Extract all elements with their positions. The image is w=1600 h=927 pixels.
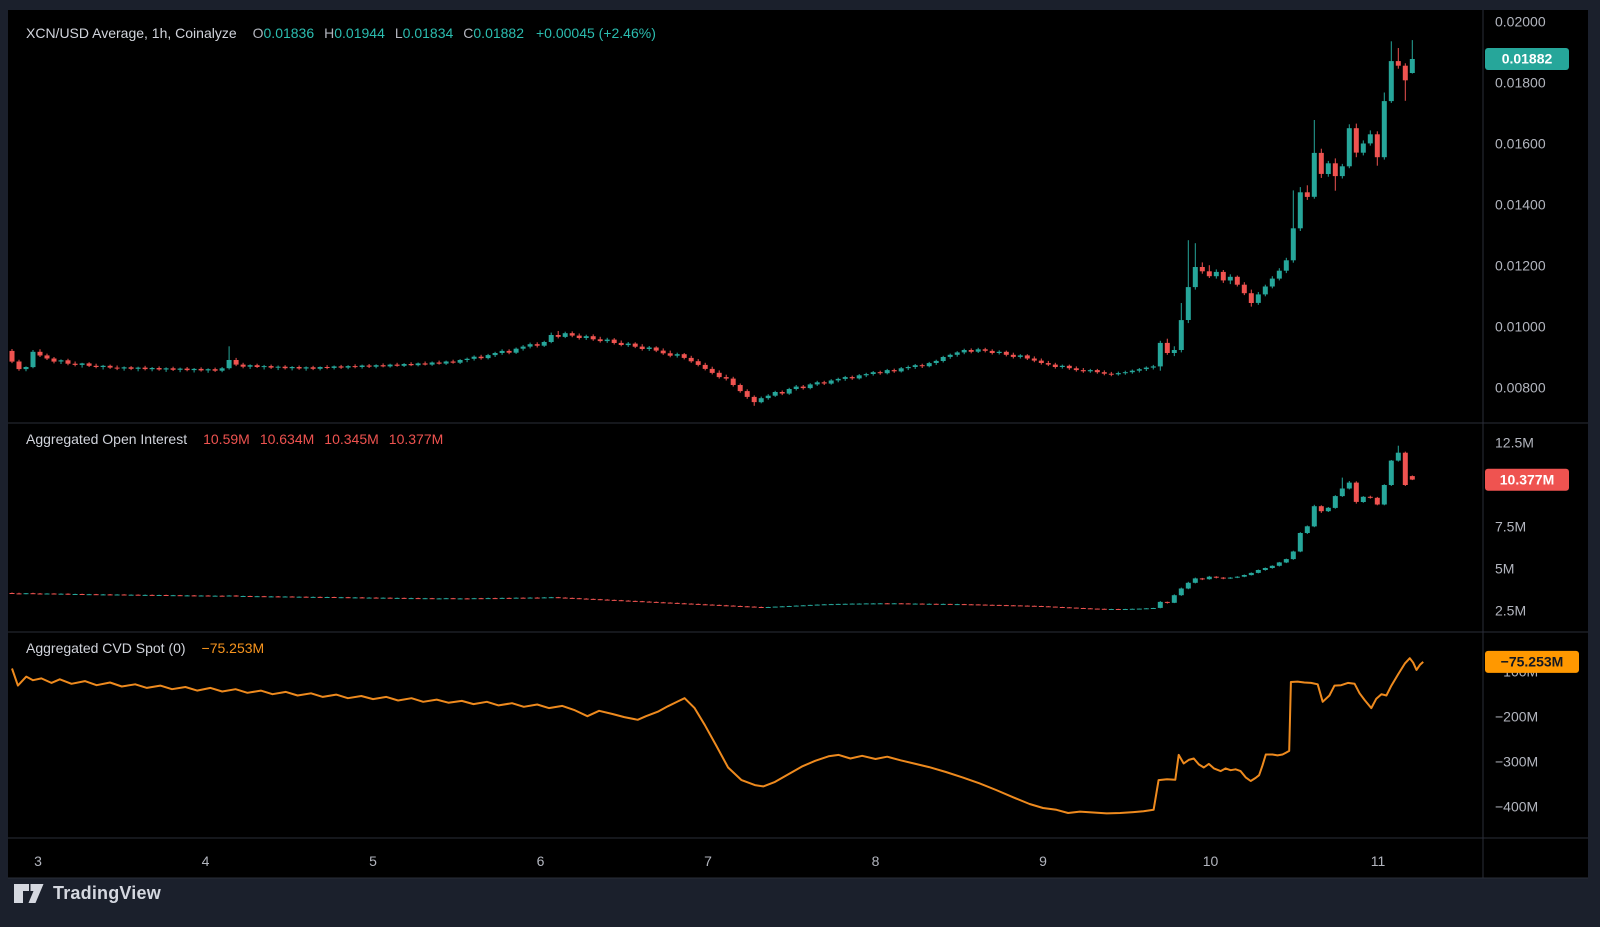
tradingview-logo-icon bbox=[14, 884, 44, 903]
svg-text:0.00800: 0.00800 bbox=[1495, 380, 1546, 396]
svg-text:0.01000: 0.01000 bbox=[1495, 319, 1546, 335]
price-candles[interactable] bbox=[9, 40, 1415, 406]
svg-text:−300M: −300M bbox=[1495, 754, 1538, 770]
svg-text:0.02000: 0.02000 bbox=[1495, 14, 1546, 30]
svg-text:0.01882: 0.01882 bbox=[1502, 51, 1553, 67]
symbol-title[interactable]: XCN/USD Average, 1h, Coinalyze bbox=[26, 25, 237, 41]
ohlc-close: C 0.01882 bbox=[463, 25, 524, 41]
svg-text:0.01400: 0.01400 bbox=[1495, 197, 1546, 213]
time-axis-labels[interactable]: 3 4 5 6 7 8 9 10 11 bbox=[34, 853, 1385, 869]
svg-text:6: 6 bbox=[537, 853, 545, 869]
oi-low-value: 10.345M bbox=[324, 431, 379, 447]
svg-text:0.01800: 0.01800 bbox=[1495, 75, 1546, 91]
svg-text:0.01600: 0.01600 bbox=[1495, 136, 1546, 152]
open-interest-title[interactable]: Aggregated Open Interest bbox=[26, 431, 188, 447]
svg-text:5M: 5M bbox=[1495, 561, 1514, 577]
oi-high-value: 10.634M bbox=[259, 431, 315, 447]
cvd-legend: Aggregated CVD Spot (0) −75.253M bbox=[26, 639, 264, 657]
price-pane-legend: XCN/USD Average, 1h, Coinalyze O 0.01836 … bbox=[26, 24, 656, 42]
cvd-value: −75.253M bbox=[201, 640, 265, 656]
open-interest-candles[interactable] bbox=[9, 445, 1415, 610]
cvd-line[interactable] bbox=[11, 657, 1424, 815]
ohlc-open: O 0.01836 bbox=[252, 25, 315, 41]
svg-text:0.01200: 0.01200 bbox=[1495, 258, 1546, 274]
oi-close-value: 10.377M bbox=[388, 431, 444, 447]
ohlc-high: H 0.01944 bbox=[324, 25, 385, 41]
svg-text:7.5M: 7.5M bbox=[1495, 519, 1526, 535]
ohlc-low: L 0.01834 bbox=[394, 25, 454, 41]
chart-background bbox=[8, 10, 1588, 878]
price-change: +0.00045 (+2.46%) bbox=[536, 25, 656, 41]
svg-text:7: 7 bbox=[704, 853, 712, 869]
svg-text:−75.253M: −75.253M bbox=[1501, 654, 1564, 670]
tradingview-attribution[interactable]: TradingView bbox=[14, 883, 161, 904]
last-price-badge: 0.01882 bbox=[1485, 48, 1569, 70]
last-cvd-badge: −75.253M bbox=[1485, 650, 1579, 673]
svg-text:−400M: −400M bbox=[1495, 799, 1538, 815]
oi-open-value: 10.59M bbox=[203, 431, 250, 447]
svg-text:8: 8 bbox=[872, 853, 880, 869]
svg-text:10: 10 bbox=[1203, 853, 1219, 869]
svg-text:4: 4 bbox=[202, 853, 210, 869]
cvd-title[interactable]: Aggregated CVD Spot (0) bbox=[26, 640, 186, 656]
svg-text:11: 11 bbox=[1371, 853, 1386, 869]
svg-text:10.377M: 10.377M bbox=[1500, 471, 1554, 487]
svg-text:2.5M: 2.5M bbox=[1495, 603, 1526, 619]
svg-text:5: 5 bbox=[369, 853, 377, 869]
tradingview-logo-text: TradingView bbox=[53, 883, 161, 903]
last-open-interest-badge: 10.377M bbox=[1485, 468, 1569, 491]
svg-text:3: 3 bbox=[34, 853, 42, 869]
open-interest-legend: Aggregated Open Interest 10.59M 10.634M … bbox=[26, 430, 443, 448]
y-axis-labels-pane1[interactable]: 0.02000 0.01800 0.01600 0.01400 0.01200 0.010… bbox=[1495, 14, 1546, 396]
svg-text:12.5M: 12.5M bbox=[1495, 435, 1534, 451]
svg-text:−200M: −200M bbox=[1495, 709, 1538, 725]
svg-text:9: 9 bbox=[1039, 853, 1047, 869]
